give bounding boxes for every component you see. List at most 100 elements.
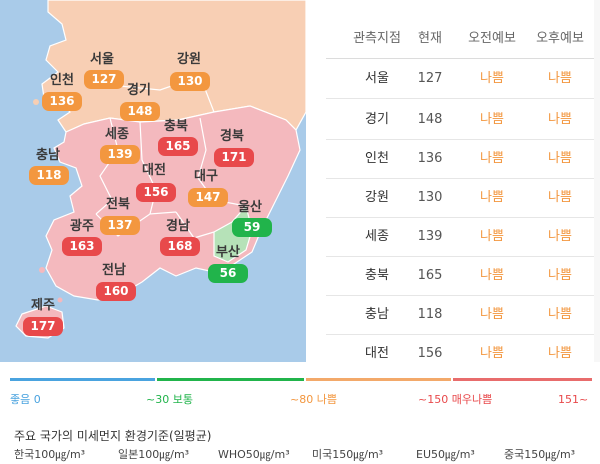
region-value-incheon[interactable]: 136 xyxy=(42,92,82,111)
row-pm-forecast: 나쁨 xyxy=(548,112,572,127)
region-name-busan: 부산 xyxy=(216,245,240,260)
row-pm-forecast: 나쁨 xyxy=(548,346,572,361)
table-header-row: 관측지점 현재 오전예보 오후예보 xyxy=(326,19,600,59)
table-row[interactable]: 서울 127 나쁨 나쁨 xyxy=(326,59,600,99)
region-name-incheon: 인천 xyxy=(50,73,74,88)
row-station: 충북 xyxy=(365,268,389,283)
region-value-daegu[interactable]: 147 xyxy=(188,188,228,207)
region-name-daegu: 대구 xyxy=(194,169,218,184)
region-name-sejong: 세종 xyxy=(105,127,129,142)
row-current: 156 xyxy=(417,346,443,361)
table-scrollbar[interactable] xyxy=(594,0,600,362)
header-current: 현재 xyxy=(418,31,442,46)
row-current: 136 xyxy=(417,151,443,166)
row-am-forecast: 나쁨 xyxy=(480,71,504,86)
row-am-forecast: 나쁨 xyxy=(480,112,504,127)
row-current: 127 xyxy=(417,71,443,86)
region-value-jeonbuk[interactable]: 137 xyxy=(100,216,140,235)
scale-bar-normal xyxy=(157,378,304,381)
region-value-chungnam[interactable]: 118 xyxy=(29,166,69,185)
scale-label-good: 좋음 0 xyxy=(10,393,41,406)
header-pm-forecast: 오후예보 xyxy=(536,31,584,46)
standard-japan: 일본100㎍/m³ xyxy=(118,448,190,461)
row-pm-forecast: 나쁨 xyxy=(548,307,572,322)
row-am-forecast: 나쁨 xyxy=(480,151,504,166)
map-island xyxy=(39,267,45,273)
table-row[interactable]: 경기 148 나쁨 나쁨 xyxy=(326,100,600,140)
row-station: 충남 xyxy=(365,307,389,322)
map-island xyxy=(57,297,63,303)
row-pm-forecast: 나쁨 xyxy=(548,268,572,283)
standard-china: 중국150㎍/m³ xyxy=(504,448,576,461)
region-value-gwangju[interactable]: 163 xyxy=(62,237,102,256)
row-am-forecast: 나쁨 xyxy=(480,346,504,361)
region-value-sejong[interactable]: 139 xyxy=(100,145,140,164)
row-current: 130 xyxy=(417,190,443,205)
region-name-chungnam: 충남 xyxy=(36,148,60,163)
region-name-gyeongnam: 경남 xyxy=(166,219,190,234)
scale-bar-very-bad xyxy=(453,378,592,381)
scale-label-very-bad: ~150 매우나쁨 xyxy=(418,393,493,406)
standard-korea: 한국100㎍/m³ xyxy=(14,448,86,461)
standard-who: WHO50㎍/m³ xyxy=(218,448,290,461)
region-name-seoul: 서울 xyxy=(90,52,114,67)
region-name-jeonnam: 전남 xyxy=(102,263,126,278)
table-row[interactable]: 대전 156 나쁨 나쁨 xyxy=(326,334,600,362)
region-value-gyeongbuk[interactable]: 171 xyxy=(214,148,254,167)
row-current: 148 xyxy=(417,112,443,127)
region-value-chungbuk[interactable]: 165 xyxy=(158,137,198,156)
region-value-jeonnam[interactable]: 160 xyxy=(96,282,136,301)
scale-label-bad: ~80 나쁨 xyxy=(290,393,337,406)
region-name-gyeongbuk: 경북 xyxy=(220,129,244,144)
row-station: 서울 xyxy=(365,71,389,86)
table-row[interactable]: 인천 136 나쁨 나쁨 xyxy=(326,139,600,179)
region-value-gangwon[interactable]: 130 xyxy=(170,72,210,91)
scale-bar-bad xyxy=(306,378,451,381)
region-value-gyeonggi[interactable]: 148 xyxy=(120,102,160,121)
table-row[interactable]: 강원 130 나쁨 나쁨 xyxy=(326,178,600,218)
row-current: 165 xyxy=(417,268,443,283)
region-name-gangwon: 강원 xyxy=(177,52,201,67)
map-island xyxy=(33,99,39,105)
row-am-forecast: 나쁨 xyxy=(480,307,504,322)
standards-list: 한국100㎍/m³ 일본100㎍/m³ WHO50㎍/m³ 미국150㎍/m³ … xyxy=(14,446,598,462)
row-station: 세종 xyxy=(365,229,389,244)
air-quality-scale: 좋음 0 ~30 보통 ~80 나쁨 ~150 매우나쁨 151~ xyxy=(10,378,592,408)
row-station: 강원 xyxy=(365,190,389,205)
row-station: 인천 xyxy=(365,151,389,166)
scale-bar-good xyxy=(10,378,155,381)
row-am-forecast: 나쁨 xyxy=(480,190,504,205)
row-am-forecast: 나쁨 xyxy=(480,229,504,244)
table-row[interactable]: 충남 118 나쁨 나쁨 xyxy=(326,295,600,335)
station-table: 관측지점 현재 오전예보 오후예보 서울 127 나쁨 나쁨 경기 148 나쁨… xyxy=(306,0,600,362)
standard-usa: 미국150㎍/m³ xyxy=(312,448,384,461)
standard-eu: EU50㎍/m³ xyxy=(416,448,475,461)
region-value-busan[interactable]: 56 xyxy=(208,264,248,283)
header-am-forecast: 오전예보 xyxy=(468,31,516,46)
region-value-jeju[interactable]: 177 xyxy=(23,317,63,336)
row-current: 118 xyxy=(417,307,443,322)
scale-label-normal: ~30 보통 xyxy=(146,393,193,406)
air-quality-map: 서울 127 강원 130 인천 136 경기 148 세종 139 충북 16… xyxy=(0,0,306,362)
row-station: 대전 xyxy=(365,346,389,361)
row-pm-forecast: 나쁨 xyxy=(548,71,572,86)
region-value-daejeon[interactable]: 156 xyxy=(136,183,176,202)
table-row[interactable]: 세종 139 나쁨 나쁨 xyxy=(326,217,600,257)
row-station: 경기 xyxy=(365,112,389,127)
region-name-jeju: 제주 xyxy=(31,298,55,313)
row-pm-forecast: 나쁨 xyxy=(548,151,572,166)
region-value-ulsan[interactable]: 59 xyxy=(232,218,272,237)
region-value-gyeongnam[interactable]: 168 xyxy=(160,237,200,256)
scale-label-end: 151~ xyxy=(558,393,589,406)
region-value-seoul[interactable]: 127 xyxy=(84,70,124,89)
row-current: 139 xyxy=(417,229,443,244)
row-pm-forecast: 나쁨 xyxy=(548,229,572,244)
table-row[interactable]: 충북 165 나쁨 나쁨 xyxy=(326,256,600,296)
region-name-daejeon: 대전 xyxy=(142,163,166,178)
standards-title: 주요 국가의 미세먼지 환경기준(일평균) xyxy=(14,429,212,443)
region-name-gyeonggi: 경기 xyxy=(127,83,151,98)
header-station: 관측지점 xyxy=(353,31,401,46)
region-name-jeonbuk: 전북 xyxy=(106,197,130,212)
region-name-chungbuk: 충북 xyxy=(164,119,188,134)
region-name-ulsan: 울산 xyxy=(238,200,262,215)
